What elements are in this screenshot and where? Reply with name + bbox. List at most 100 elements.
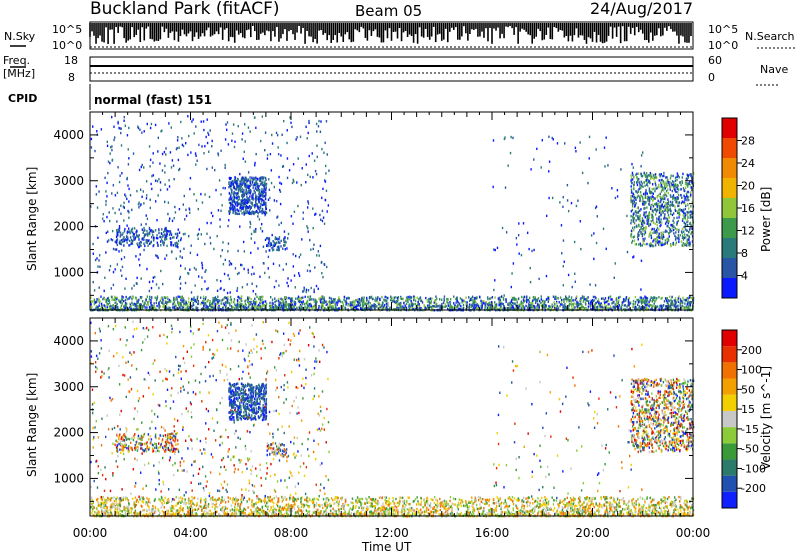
radar-cell xyxy=(122,240,124,244)
radar-cell xyxy=(377,301,379,304)
radar-cell xyxy=(399,306,401,309)
radar-cell xyxy=(234,179,236,182)
radar-cell xyxy=(272,248,275,251)
radar-cell xyxy=(90,300,92,304)
radar-cell xyxy=(663,214,666,218)
radar-cell xyxy=(253,212,255,216)
radar-cell xyxy=(447,307,449,311)
radar-cell xyxy=(528,308,530,311)
radar-cell xyxy=(241,178,243,181)
radar-cell xyxy=(631,241,633,244)
radar-cell xyxy=(274,305,277,308)
radar-cell xyxy=(109,146,112,149)
radar-cell xyxy=(125,195,127,198)
radar-cell xyxy=(230,262,233,266)
radar-cell xyxy=(540,304,543,307)
radar-cell xyxy=(276,216,278,219)
radar-cell xyxy=(636,298,638,302)
radar-cell xyxy=(595,301,598,305)
radar-cell xyxy=(471,308,474,311)
radar-cell xyxy=(686,301,689,304)
radar-cell xyxy=(581,296,584,300)
radar-cell xyxy=(129,231,131,235)
radar-cell xyxy=(239,206,241,210)
radar-cell xyxy=(263,187,265,190)
radar-cell xyxy=(222,306,224,310)
radar-cell xyxy=(325,189,328,192)
radar-cell xyxy=(173,236,175,239)
radar-cell xyxy=(257,205,260,208)
radar-cell xyxy=(253,177,256,180)
radar-cell xyxy=(249,207,252,211)
radar-cell xyxy=(437,304,439,308)
radar-cell xyxy=(533,307,535,311)
radar-cell xyxy=(557,297,559,300)
radar-cell xyxy=(196,308,198,311)
radar-cell xyxy=(687,304,690,308)
radar-cell xyxy=(206,305,209,308)
radar-cell xyxy=(245,176,247,179)
radar-cell xyxy=(689,303,692,307)
radar-cell xyxy=(128,239,131,243)
radar-cell xyxy=(298,255,301,259)
radar-cell xyxy=(233,145,236,149)
radar-cell xyxy=(365,296,368,300)
radar-cell xyxy=(582,296,585,299)
radar-cell xyxy=(519,302,522,306)
radar-cell xyxy=(256,295,258,299)
radar-cell xyxy=(538,303,541,307)
radar-cell xyxy=(575,295,578,298)
radar-cell xyxy=(128,230,131,233)
radar-cell xyxy=(243,182,245,186)
radar-cell xyxy=(159,181,162,184)
radar-cell xyxy=(673,305,675,309)
radar-cell xyxy=(505,298,508,302)
radar-cell xyxy=(106,306,109,309)
radar-cell xyxy=(226,291,229,295)
radar-cell xyxy=(561,298,563,302)
radar-cell xyxy=(240,297,242,301)
radar-cell xyxy=(317,125,320,128)
radar-cell xyxy=(141,195,143,198)
radar-cell xyxy=(674,303,677,306)
radar-cell xyxy=(617,296,620,299)
radar-cell xyxy=(677,297,680,300)
radar-cell xyxy=(112,207,114,210)
radar-cell xyxy=(168,300,170,304)
radar-cell xyxy=(674,234,676,238)
radar-cell xyxy=(127,238,129,241)
radar-cell xyxy=(321,306,324,309)
radar-cell xyxy=(191,304,193,307)
radar-cell xyxy=(411,302,413,305)
radar-cell xyxy=(244,199,247,203)
radar-cell xyxy=(459,297,462,300)
radar-cell xyxy=(609,305,612,308)
radar-cell xyxy=(205,135,207,139)
radar-cell xyxy=(450,305,452,308)
radar-cell xyxy=(256,305,258,308)
radar-cell xyxy=(323,297,325,301)
radar-cell xyxy=(301,306,303,310)
radar-cell xyxy=(182,304,185,307)
radar-cell xyxy=(263,199,265,203)
radar-cell xyxy=(123,201,125,205)
radar-cell xyxy=(663,204,666,208)
radar-cell xyxy=(380,305,382,309)
radar-cell xyxy=(249,195,251,198)
radar-cell xyxy=(350,303,352,306)
radar-cell xyxy=(572,299,575,302)
radar-cell xyxy=(525,295,528,299)
radar-cell xyxy=(645,296,647,299)
radar-cell xyxy=(671,301,674,305)
radar-cell xyxy=(314,306,317,310)
radar-cell xyxy=(627,301,630,304)
radar-cell xyxy=(179,287,182,290)
radar-cell xyxy=(233,194,235,197)
radar-cell xyxy=(517,304,519,307)
radar-cell xyxy=(227,242,230,245)
radar-cell xyxy=(665,307,667,310)
radar-cell xyxy=(297,307,299,310)
radar-cell xyxy=(362,305,364,309)
radar-cell xyxy=(303,302,306,306)
radar-cell xyxy=(130,242,132,246)
